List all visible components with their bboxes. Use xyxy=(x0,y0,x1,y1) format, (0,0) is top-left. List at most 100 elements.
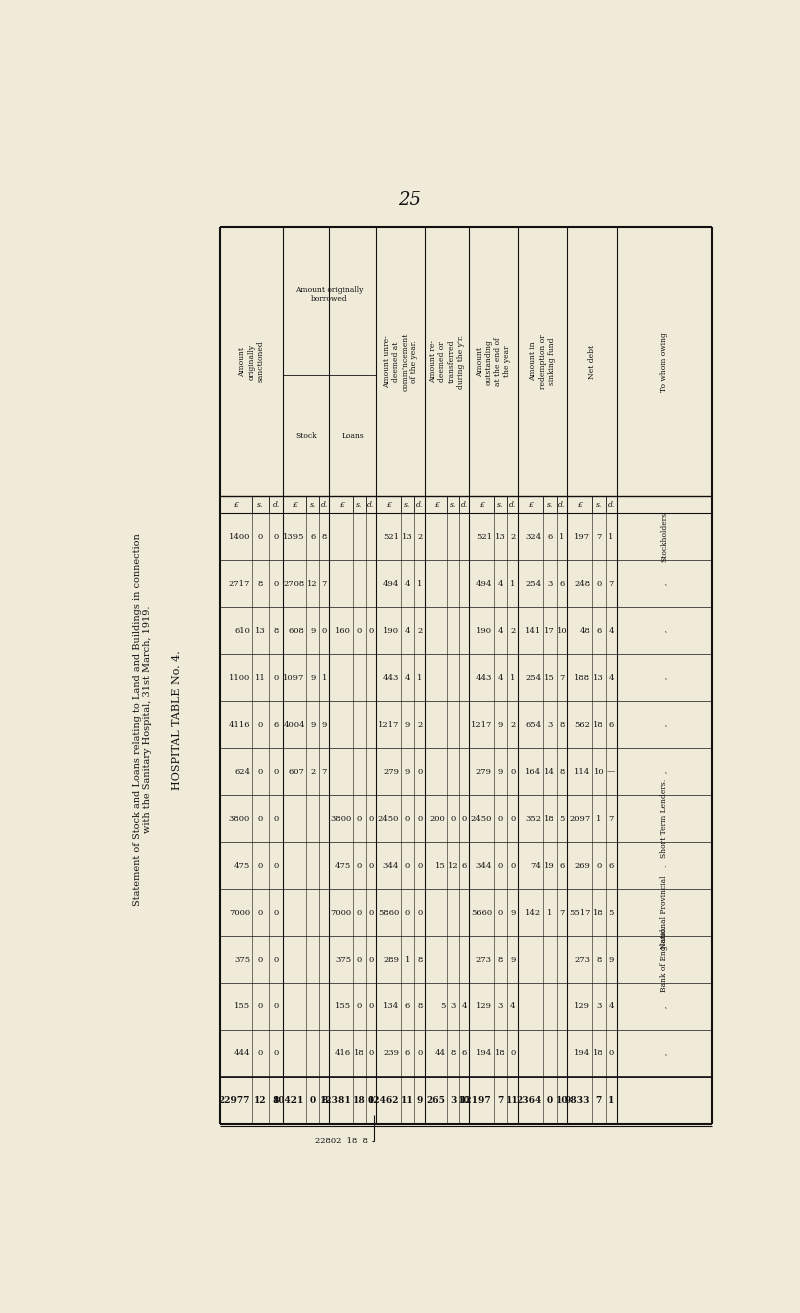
Text: HOSPITAL TABLE No. 4.: HOSPITAL TABLE No. 4. xyxy=(173,650,182,789)
Text: 44: 44 xyxy=(434,1049,446,1057)
Text: 12: 12 xyxy=(307,580,318,588)
Text: 0: 0 xyxy=(405,861,410,869)
Text: 0: 0 xyxy=(258,861,263,869)
Text: 0: 0 xyxy=(546,1096,553,1106)
Text: 4004: 4004 xyxy=(283,721,305,729)
Text: 3800: 3800 xyxy=(330,814,351,823)
Text: 0: 0 xyxy=(274,1049,278,1057)
Text: 0: 0 xyxy=(368,626,374,634)
Text: 155: 155 xyxy=(335,1003,351,1011)
Text: 0: 0 xyxy=(405,909,410,916)
Text: 9: 9 xyxy=(310,721,315,729)
Text: d.: d. xyxy=(558,500,566,509)
Text: 7: 7 xyxy=(609,580,614,588)
Text: 4: 4 xyxy=(608,674,614,681)
Text: 129: 129 xyxy=(476,1003,492,1011)
Text: 6: 6 xyxy=(310,533,315,541)
Text: 0: 0 xyxy=(357,626,362,634)
Text: 273: 273 xyxy=(574,956,590,964)
Text: 8: 8 xyxy=(321,1096,327,1106)
Text: Net debt: Net debt xyxy=(588,344,596,378)
Text: d.: d. xyxy=(321,500,328,509)
Text: 0: 0 xyxy=(258,768,263,776)
Text: 134: 134 xyxy=(382,1003,399,1011)
Text: 13: 13 xyxy=(255,626,266,634)
Text: 22977: 22977 xyxy=(218,1096,250,1106)
Text: 9: 9 xyxy=(498,768,503,776)
Text: 607: 607 xyxy=(289,768,305,776)
Text: 1: 1 xyxy=(608,1096,614,1106)
Text: 289: 289 xyxy=(383,956,399,964)
Text: 8: 8 xyxy=(417,956,422,964)
Text: 4: 4 xyxy=(405,580,410,588)
Text: 19: 19 xyxy=(544,861,555,869)
Text: 10: 10 xyxy=(594,768,604,776)
Text: 494: 494 xyxy=(382,580,399,588)
Text: s.: s. xyxy=(596,500,602,509)
Text: 12381: 12381 xyxy=(319,1096,351,1106)
Text: 2717: 2717 xyxy=(229,580,250,588)
Text: 610: 610 xyxy=(234,626,250,634)
Text: £: £ xyxy=(292,500,297,509)
Text: £: £ xyxy=(386,500,390,509)
Text: 6: 6 xyxy=(274,721,278,729)
Text: 18: 18 xyxy=(544,814,555,823)
Text: 0: 0 xyxy=(417,861,422,869)
Text: 273: 273 xyxy=(476,956,492,964)
Text: 10: 10 xyxy=(458,1096,470,1106)
Text: 142: 142 xyxy=(525,909,541,916)
Text: 12: 12 xyxy=(448,861,458,869)
Text: 7: 7 xyxy=(498,1096,503,1106)
Text: 6: 6 xyxy=(609,721,614,729)
Text: ,: , xyxy=(661,676,669,679)
Text: 0: 0 xyxy=(274,674,278,681)
Text: 18: 18 xyxy=(594,909,604,916)
Text: 5517: 5517 xyxy=(569,909,590,916)
Text: 6: 6 xyxy=(559,580,565,588)
Text: 6: 6 xyxy=(547,533,552,541)
Text: 9: 9 xyxy=(405,721,410,729)
Text: d.: d. xyxy=(416,500,423,509)
Text: Short Term Lenders.: Short Term Lenders. xyxy=(661,779,669,859)
Text: 2: 2 xyxy=(417,721,422,729)
Text: 562: 562 xyxy=(574,721,590,729)
Text: s.: s. xyxy=(404,500,410,509)
Text: 265: 265 xyxy=(426,1096,446,1106)
Text: 494: 494 xyxy=(476,580,492,588)
Text: 9: 9 xyxy=(310,626,315,634)
Text: 0: 0 xyxy=(417,814,422,823)
Text: 9: 9 xyxy=(510,909,515,916)
Text: 475: 475 xyxy=(234,861,250,869)
Text: 0: 0 xyxy=(510,1049,515,1057)
Text: —: — xyxy=(607,768,615,776)
Text: 0: 0 xyxy=(274,580,278,588)
Text: Amount
originally
sanctioned: Amount originally sanctioned xyxy=(238,341,265,382)
Text: Amount unre-
deemed at
comm'ncement
of the year.: Amount unre- deemed at comm'ncement of t… xyxy=(382,332,418,391)
Text: 1: 1 xyxy=(559,533,565,541)
Text: ,: , xyxy=(661,629,669,632)
Text: 443: 443 xyxy=(382,674,399,681)
Text: 5: 5 xyxy=(609,909,614,916)
Text: 0: 0 xyxy=(274,814,278,823)
Text: 194: 194 xyxy=(574,1049,590,1057)
Text: 5660: 5660 xyxy=(471,909,492,916)
Text: 279: 279 xyxy=(476,768,492,776)
Text: 0: 0 xyxy=(368,814,374,823)
Text: 7: 7 xyxy=(559,909,565,916)
Text: £: £ xyxy=(338,500,343,509)
Text: Amount re-
deemed or
transferred
during the y'r.: Amount re- deemed or transferred during … xyxy=(430,335,465,389)
Text: To whom owing: To whom owing xyxy=(661,332,669,391)
Text: 375: 375 xyxy=(234,956,250,964)
Text: 1100: 1100 xyxy=(229,674,250,681)
Text: 0: 0 xyxy=(258,814,263,823)
Text: 18: 18 xyxy=(594,721,604,729)
Text: 2: 2 xyxy=(510,533,515,541)
Text: 3: 3 xyxy=(450,1003,456,1011)
Text: 7: 7 xyxy=(559,674,565,681)
Text: 0: 0 xyxy=(357,814,362,823)
Text: 12: 12 xyxy=(254,1096,266,1106)
Text: 0: 0 xyxy=(258,956,263,964)
Text: 1: 1 xyxy=(417,674,422,681)
Text: 1: 1 xyxy=(510,674,515,681)
Text: 22802  18  8: 22802 18 8 xyxy=(315,1137,368,1145)
